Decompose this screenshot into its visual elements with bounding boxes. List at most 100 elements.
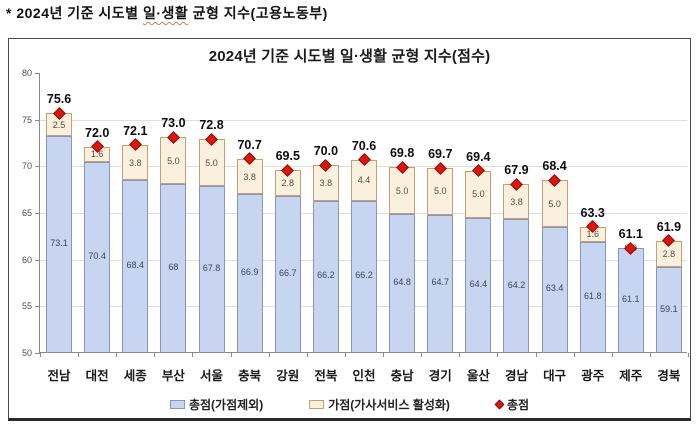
y-axis-tick <box>35 166 40 168</box>
x-axis-tick <box>268 353 270 357</box>
bar-base-segment <box>351 200 377 352</box>
x-axis-category-label: 제주 <box>619 369 643 383</box>
plot-area: 80 75 70 65 60 55 50 73.1 2.5 75.6 전남 70.4 1.6 72.0 대전… <box>22 68 689 383</box>
y-axis-tick <box>35 73 40 74</box>
x-axis-category-label: 충남 <box>390 369 414 383</box>
x-axis-tick <box>40 353 41 357</box>
y-axis-tick-label: 65 <box>21 208 32 218</box>
bonus-value-label: 1.6 <box>90 149 104 160</box>
x-axis-category-label: 울산 <box>466 369 490 383</box>
bonus-value-label: 5.0 <box>472 189 485 200</box>
x-axis-category-label: 전북 <box>314 369 338 383</box>
gridline <box>40 119 687 121</box>
x-axis-category-label: 세종 <box>123 369 147 383</box>
x-axis-category-label: 대전 <box>85 369 109 383</box>
x-axis-tick <box>497 353 499 357</box>
x-axis-category-label: 대구 <box>543 369 567 383</box>
chart-legend: 총점(가점제외) 가점(가사서비스 활성화) 총점 <box>9 396 690 413</box>
y-axis-tick <box>35 353 40 354</box>
x-axis-tick <box>535 353 537 357</box>
base-value-label: 59.1 <box>660 303 678 314</box>
base-value-label: 64.4 <box>469 278 488 289</box>
bar-base-segment <box>465 217 492 352</box>
total-value-label: 72.0 <box>85 125 110 140</box>
x-axis-category-label: 광주 <box>581 369 605 383</box>
x-axis-tick <box>154 353 156 357</box>
bar-base-segment <box>122 180 149 352</box>
bonus-value-label: 5.0 <box>205 157 218 168</box>
bonus-value-label: 3.8 <box>243 171 256 182</box>
bar-bonus-segment <box>351 159 377 201</box>
bar-base-segment <box>46 136 73 352</box>
bar-bonus-segment <box>427 168 454 215</box>
bar-bonus-segment <box>236 158 263 195</box>
bar-base-segment <box>389 213 416 352</box>
total-value-label: 69.8 <box>389 146 415 161</box>
x-axis-tick <box>230 353 232 357</box>
total-value-label: 70.7 <box>237 137 262 152</box>
total-value-label: 68.4 <box>542 159 567 174</box>
x-axis-tick <box>421 353 423 357</box>
page-title-highlight: 일·생활 <box>142 5 189 21</box>
legend-base-swatch-icon <box>169 400 185 409</box>
bonus-value-label: 2.8 <box>281 178 294 189</box>
x-axis-tick <box>611 353 613 357</box>
legend-label: 총점(가점제외) <box>188 398 264 412</box>
total-value-label: 69.5 <box>275 149 300 163</box>
x-axis-category-label: 충북 <box>238 369 262 383</box>
y-axis-tick <box>35 213 40 214</box>
total-value-label: 70.6 <box>351 138 377 153</box>
legend-label: 가점(가사서비스 활성화) <box>328 398 450 412</box>
total-value-label: 73.0 <box>161 116 186 131</box>
bonus-value-label: 5.0 <box>433 186 447 197</box>
bar-base-segment <box>274 196 301 352</box>
page-title-suffix: 균형 지수(고용노동부) <box>188 5 328 21</box>
total-value-label: 63.3 <box>580 205 605 220</box>
base-value-label: 66.7 <box>278 268 297 279</box>
legend-item-bonus: 가점(가사서비스 활성화) <box>309 396 450 413</box>
bonus-value-label: 3.8 <box>510 196 523 207</box>
bonus-value-label: 5.0 <box>548 198 561 209</box>
base-value-label: 68.4 <box>126 260 145 271</box>
chart-panel: 2024년 기준 시도별 일·생활 균형 지수(점수) 80 75 70 65 60 55… <box>8 38 691 421</box>
x-axis-tick <box>306 353 308 357</box>
x-axis-tick <box>116 353 118 357</box>
total-value-label: 67.9 <box>504 163 529 177</box>
x-axis-tick <box>78 353 80 357</box>
bar-base-segment <box>541 226 568 352</box>
base-value-label: 66.2 <box>355 270 373 281</box>
page-title-prefix: * 2024년 기준 시도별 <box>6 5 143 21</box>
x-axis-category-label: 강원 <box>276 369 300 383</box>
x-axis-category-label: 경기 <box>428 369 452 383</box>
page-title: * 2024년 기준 시도별 일·생활 균형 지수(고용노동부) <box>6 3 328 23</box>
legend-item-base: 총점(가점제외) <box>169 396 264 413</box>
base-value-label: 61.8 <box>583 290 602 301</box>
base-value-label: 64.7 <box>431 277 449 288</box>
bar-base-segment <box>198 185 225 352</box>
y-axis-tick <box>35 306 40 308</box>
bonus-value-label: 3.8 <box>129 157 142 168</box>
total-value-label: 69.7 <box>428 147 453 162</box>
y-axis-tick-label: 75 <box>21 114 32 125</box>
total-value-label: 75.6 <box>46 92 72 107</box>
x-axis-tick <box>344 353 346 357</box>
bonus-value-label: 1.6 <box>586 229 599 240</box>
bar-base-segment <box>503 219 530 352</box>
bonus-value-label: 2.8 <box>662 249 676 259</box>
x-axis-category-label: 인천 <box>352 369 376 383</box>
bonus-value-label: 2.5 <box>52 119 66 130</box>
bar-base-segment <box>655 267 682 352</box>
base-value-label: 73.1 <box>50 238 68 249</box>
bar-base-segment <box>236 194 263 352</box>
y-axis-tick <box>35 259 40 261</box>
base-value-label: 61.1 <box>622 294 640 305</box>
legend-bonus-swatch-icon <box>309 400 325 409</box>
y-axis-tick-label: 60 <box>21 254 32 265</box>
bar-bonus-segment <box>160 137 187 184</box>
y-axis-tick-label: 50 <box>21 348 32 358</box>
x-axis-category-label: 서울 <box>200 369 224 383</box>
bonus-value-label: 3.8 <box>319 178 333 189</box>
x-axis-tick <box>649 353 651 357</box>
legend-item-total_marker: 총점 <box>494 396 529 413</box>
total-value-label: 61.1 <box>618 227 643 242</box>
